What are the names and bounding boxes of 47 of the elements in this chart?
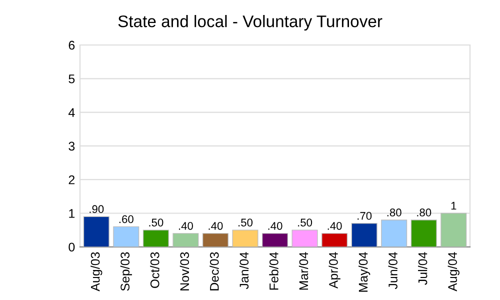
bar bbox=[351, 222, 378, 247]
bar bbox=[322, 233, 348, 247]
bar bbox=[172, 233, 199, 247]
bar bbox=[381, 220, 408, 247]
y-tick-label: 3 bbox=[68, 142, 75, 151]
data-label: .50 bbox=[149, 218, 164, 226]
x-tick-label: May/04 bbox=[358, 252, 370, 292]
x-tick-label: Aug/04 bbox=[448, 252, 460, 292]
bar bbox=[232, 230, 258, 247]
chart-title: State and local - Voluntary Turnover bbox=[118, 15, 382, 31]
bar bbox=[202, 233, 228, 247]
x-tick-label: Apr/04 bbox=[328, 252, 340, 289]
data-label: .40 bbox=[328, 222, 342, 230]
data-label: .50 bbox=[298, 218, 312, 226]
data-label: .40 bbox=[178, 222, 193, 230]
x-tick-label: Sep/03 bbox=[120, 252, 132, 291]
x-tick-label: Aug/03 bbox=[90, 252, 102, 292]
y-tick-label: 0 bbox=[68, 242, 75, 252]
y-tick-label: 2 bbox=[68, 175, 75, 184]
bar bbox=[292, 230, 318, 247]
x-tick-label: Dec/03 bbox=[210, 252, 219, 290]
y-tick-label: 1 bbox=[69, 209, 75, 218]
x-tick-label: Nov/03 bbox=[180, 252, 190, 290]
bar bbox=[142, 230, 169, 247]
y-tick-label: 4 bbox=[68, 108, 75, 117]
data-label: .70 bbox=[358, 212, 372, 220]
data-label: .50 bbox=[238, 218, 253, 226]
data-label: .60 bbox=[119, 215, 134, 224]
data-label: 1 bbox=[451, 202, 456, 210]
bar bbox=[410, 220, 437, 247]
data-label: .90 bbox=[90, 205, 104, 214]
x-tick-label: Mar/04 bbox=[298, 252, 308, 290]
x-tick-label: Oct/03 bbox=[150, 252, 160, 288]
x-tick-label: Jan/04 bbox=[239, 252, 249, 290]
bar bbox=[83, 216, 110, 247]
data-label: .40 bbox=[208, 222, 223, 230]
bar bbox=[113, 226, 140, 247]
y-tick-label: 6 bbox=[68, 40, 75, 50]
data-label: .40 bbox=[268, 222, 282, 230]
x-tick-label: Jul/04 bbox=[418, 252, 428, 285]
x-tick-label: Jun/04 bbox=[388, 252, 398, 290]
y-tick-label: 5 bbox=[68, 74, 75, 84]
bar bbox=[440, 212, 467, 247]
x-tick-label: Feb/04 bbox=[269, 252, 278, 290]
data-label: .80 bbox=[417, 208, 432, 216]
bar bbox=[262, 233, 288, 247]
data-label: .80 bbox=[387, 208, 402, 216]
